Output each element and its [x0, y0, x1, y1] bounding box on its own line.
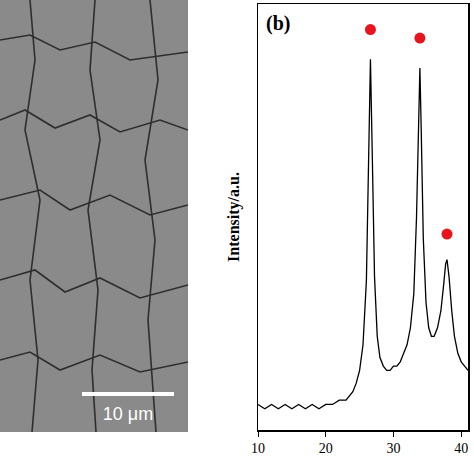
svg-text:Intensity/a.u.: Intensity/a.u. [225, 172, 243, 262]
svg-text:30: 30 [386, 441, 400, 456]
svg-text:40: 40 [454, 441, 468, 456]
svg-text:20: 20 [319, 441, 333, 456]
svg-text:10: 10 [251, 441, 265, 456]
svg-text:(b): (b) [266, 12, 290, 35]
svg-text:10 μm: 10 μm [103, 404, 153, 424]
